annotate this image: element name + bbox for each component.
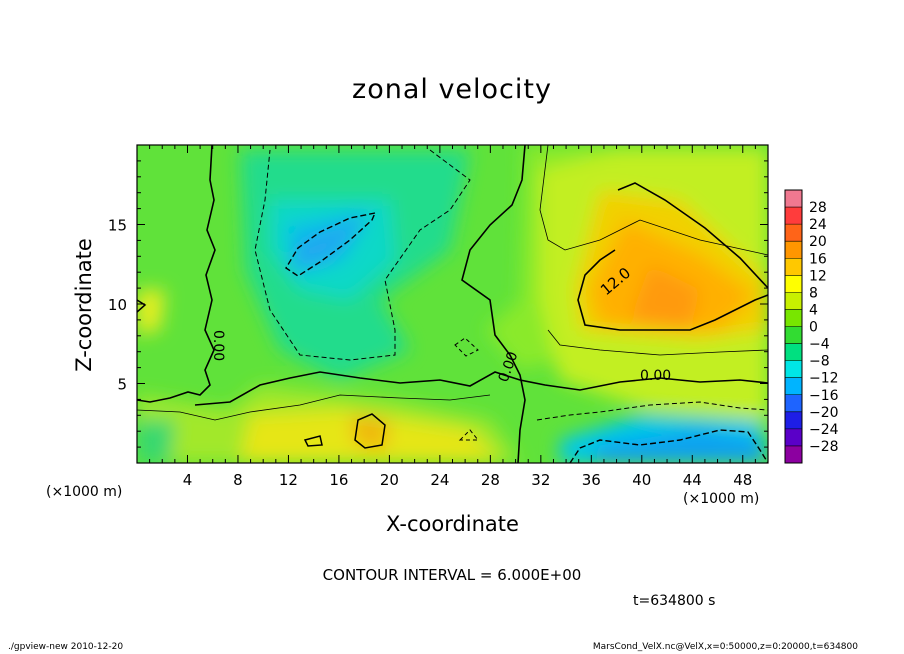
colorbar-label: −8 [809, 354, 830, 370]
thin-contour-right [539, 145, 768, 256]
heatmap-field [137, 145, 768, 463]
zero-contour-left [137, 145, 216, 403]
neg-contour-upper-outer [254, 149, 471, 361]
colorbar-swatch [785, 275, 802, 293]
colorbar-swatch [785, 190, 802, 208]
colorbar-label: 16 [809, 251, 827, 267]
colorbar-swatch [785, 360, 802, 379]
x-tick-label: 32 [531, 471, 550, 489]
colorbar-swatch [785, 309, 802, 327]
x-tick-label: 12 [279, 471, 298, 489]
x-tick-label: 36 [582, 471, 601, 489]
colorbar-swatch [785, 258, 802, 276]
x-tick-label: 20 [380, 471, 399, 489]
pos-contour-left-edge [137, 299, 147, 313]
x-tick-label: 4 [183, 471, 193, 489]
colorbar-label: 8 [809, 285, 818, 301]
y-axis: 5 10 15 [108, 160, 768, 448]
colorbar-swatch [785, 224, 802, 242]
x-tick-label: 48 [733, 471, 752, 489]
colorbar-swatch [785, 411, 802, 430]
time-label: t=634800 s [633, 593, 716, 609]
colorbar-label: 20 [809, 234, 827, 250]
colorbar-label: 12 [809, 268, 827, 284]
x-tick-label: 28 [481, 471, 500, 489]
x-tick-label: 24 [430, 471, 449, 489]
colorbar-swatch [785, 343, 802, 362]
pos-contour-lower-small [354, 413, 386, 449]
colorbar-label: −12 [809, 371, 839, 387]
zero-contour-middle [461, 145, 526, 463]
neg-contour-lower [569, 429, 768, 463]
footer-source: MarsCond_VelX.nc@VelX,x=0:50000,z=0:2000… [592, 642, 858, 652]
colorbar-label: 0 [809, 320, 818, 336]
x-unit-label-right: (×1000 m) [683, 491, 760, 507]
y-tick-label: 10 [108, 296, 127, 314]
thin-contour-lower-left [137, 394, 491, 421]
x-tick-label: 8 [233, 471, 243, 489]
y-tick-label: 15 [108, 217, 127, 235]
thin-contour-right-2 [547, 329, 768, 356]
pos-contour-lower-small-2 [303, 435, 323, 447]
colorbar-swatch [785, 207, 802, 225]
colorbar-label: −16 [809, 388, 839, 404]
colorbar-label: 24 [809, 217, 827, 233]
x-axis: 4 8 12 16 20 24 28 32 36 40 44 48 [149, 145, 756, 489]
chart-title: zonal velocity [352, 74, 552, 105]
colorbar-swatch [785, 377, 802, 396]
colorbar-label: −4 [809, 337, 830, 353]
dashed-small-a [454, 337, 479, 357]
colorbar-swatch [785, 428, 802, 447]
x-tick-label: 44 [683, 471, 702, 489]
colorbar-swatch [785, 394, 802, 413]
contour-interval-text: CONTOUR INTERVAL = 6.000E+00 [322, 566, 582, 584]
contour-label: 0.00 [210, 330, 226, 361]
x-axis-label: X-coordinate [386, 512, 519, 536]
contour-lines [137, 145, 768, 463]
colorbar-swatch [785, 326, 802, 345]
footer-command: ./gpview-new 2010-12-20 [8, 642, 124, 652]
twelve-contour [577, 182, 768, 331]
zero-contour-band [194, 371, 768, 406]
x-tick-label: 16 [329, 471, 348, 489]
colorbar-swatch [785, 445, 802, 464]
colorbar-label: −28 [809, 439, 839, 455]
dashed-small-b [458, 429, 480, 441]
colorbar-label: −24 [809, 422, 839, 438]
contour-label: 0.00 [640, 368, 671, 384]
colorbar-label: −20 [809, 405, 839, 421]
colorbar-label: 28 [809, 200, 827, 216]
x-unit-label-left: (×1000 m) [46, 484, 123, 500]
neg-contour-upper-inner [285, 212, 377, 277]
y-axis-label: Z-coordinate [72, 238, 96, 372]
colorbar-swatch [785, 292, 802, 310]
colorbar-label: 4 [809, 302, 818, 318]
neg-contour-lower-outer [536, 401, 768, 421]
x-tick-label: 40 [632, 471, 651, 489]
colorbar-swatch [785, 241, 802, 259]
y-tick-label: 5 [117, 376, 127, 394]
